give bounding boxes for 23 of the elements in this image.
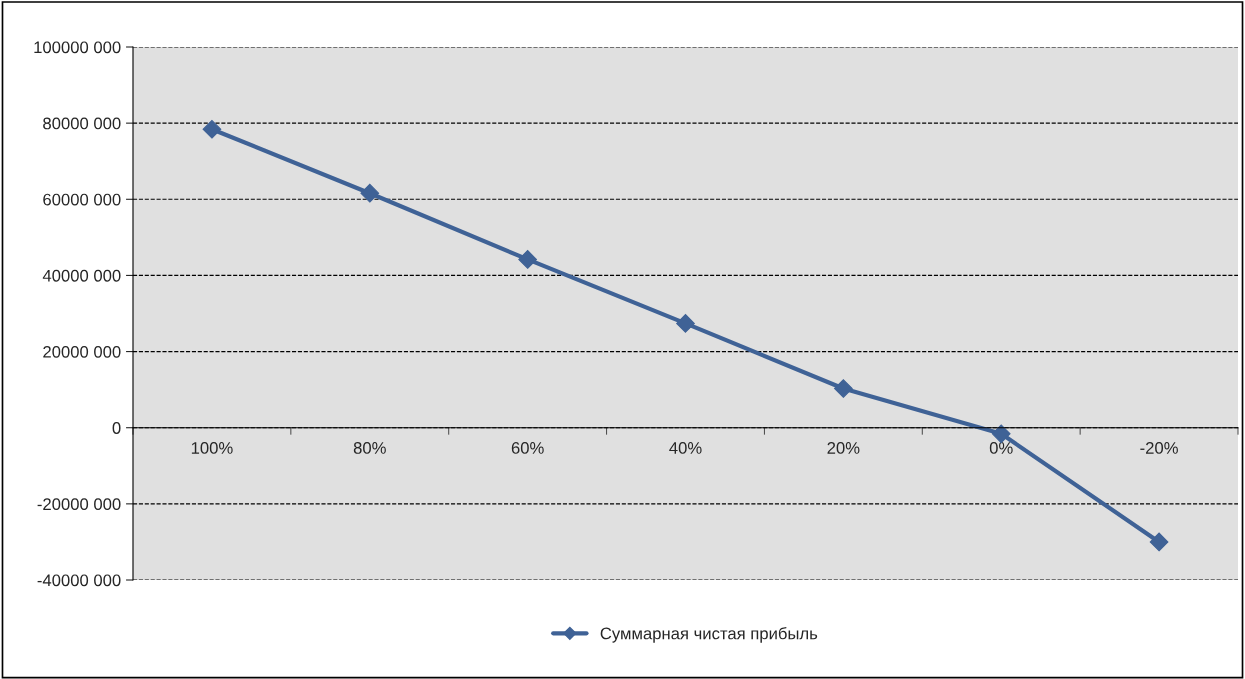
- y-tick-label: 0: [112, 422, 121, 434]
- x-tick-label: 20%: [827, 442, 860, 454]
- legend-label: Суммарная чистая прибыль: [600, 626, 818, 643]
- point: [518, 250, 537, 269]
- point: [360, 183, 380, 203]
- x-tick-label: 40%: [669, 442, 702, 454]
- y-tick-label: 60000 000: [43, 193, 121, 206]
- x-tick-label: 60%: [511, 442, 544, 454]
- y-tick-label: -40000 000: [37, 574, 121, 587]
- y-tick-label: 40000 000: [42, 269, 121, 282]
- point: [1149, 532, 1169, 552]
- y-tick-label: 20000 000: [43, 345, 121, 358]
- y-tick-label: -20000 000: [37, 498, 121, 511]
- point: [834, 379, 853, 398]
- y-tick-label: 100000 000: [34, 41, 121, 54]
- point: [991, 424, 1011, 444]
- y-tick-label: 80000 000: [43, 117, 121, 130]
- x-tick-label: 100%: [191, 442, 233, 454]
- x-tick-label: 0%: [989, 442, 1013, 454]
- point: [202, 119, 222, 139]
- x-tick-label: -20%: [1140, 442, 1178, 454]
- point: [676, 314, 695, 333]
- x-tick-label: 80%: [353, 442, 386, 454]
